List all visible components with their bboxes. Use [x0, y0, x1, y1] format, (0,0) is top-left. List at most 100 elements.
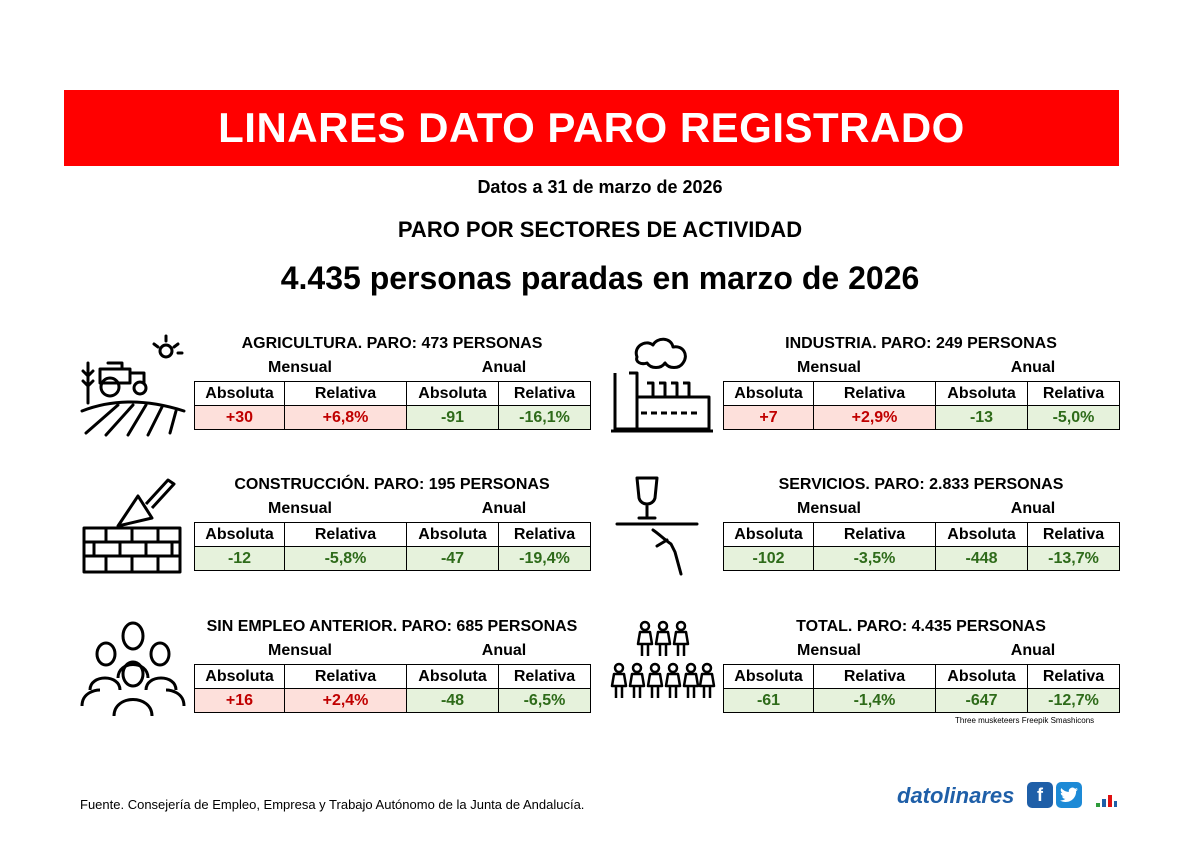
page-title: LINARES DATO PARO REGISTRADO — [218, 104, 965, 151]
mensual-relativa-value: +2,4% — [284, 688, 407, 713]
anual-relativa-value: -16,1% — [498, 405, 591, 430]
header-anual-absoluta: Absoluta — [406, 664, 499, 689]
total-headline: 4.435 personas paradas en marzo de 2026 — [280, 260, 920, 296]
header-mensual-relativa: Relativa — [813, 664, 936, 689]
table-row: +7 +2,9% -13 -5,0% — [723, 405, 1120, 430]
mensual-label: Mensual — [796, 500, 861, 517]
header-anual-relativa: Relativa — [498, 381, 591, 406]
header-mensual-relativa: Relativa — [284, 381, 407, 406]
sector-stats-table: Absoluta Relativa Absoluta Relativa -61 … — [723, 664, 1120, 713]
anual-label: Anual — [1010, 642, 1056, 659]
header-mensual-relativa: Relativa — [813, 381, 936, 406]
header-anual-relativa: Relativa — [1027, 381, 1120, 406]
mensual-absoluta-value: -102 — [723, 546, 814, 571]
people-group-icon — [78, 616, 188, 721]
table-row: +16 +2,4% -48 -6,5% — [194, 688, 591, 713]
waiter-tray-glass-icon — [607, 474, 717, 579]
table-header-row: Absoluta Relativa Absoluta Relativa — [194, 381, 591, 406]
brick-wall-trowel-icon — [78, 474, 188, 579]
mensual-absoluta-value: +7 — [723, 405, 814, 430]
header-anual-relativa: Relativa — [498, 522, 591, 547]
mensual-label: Mensual — [267, 359, 332, 376]
header-anual-relativa: Relativa — [1027, 522, 1120, 547]
anual-relativa-value: -12,7% — [1027, 688, 1120, 713]
facebook-icon[interactable]: f — [1027, 782, 1053, 808]
data-date: Datos a 31 de marzo de 2026 — [477, 177, 723, 197]
header-mensual-relativa: Relativa — [813, 522, 936, 547]
table-row: -12 -5,8% -47 -19,4% — [194, 546, 591, 571]
mensual-absoluta-value: -12 — [194, 546, 285, 571]
sector-stats-table: Absoluta Relativa Absoluta Relativa +16 … — [194, 664, 591, 713]
sector-block-servicios: SERVICIOS. PARO: 2.833 PERSONAS Mensual … — [607, 474, 1167, 576]
table-row: -61 -1,4% -647 -12,7% — [723, 688, 1120, 713]
anual-absoluta-value: -48 — [406, 688, 499, 713]
sector-title: SIN EMPLEO ANTERIOR. PARO: 685 PERSONAS — [206, 618, 578, 635]
section-subtitle: PARO POR SECTORES DE ACTIVIDAD — [397, 217, 803, 242]
sector-stats-table: Absoluta Relativa Absoluta Relativa +7 +… — [723, 381, 1120, 430]
mensual-absoluta-value: +30 — [194, 405, 285, 430]
tractor-field-icon — [78, 333, 188, 438]
header-mensual-absoluta: Absoluta — [194, 522, 285, 547]
brand-logo[interactable]: datolinares — [897, 783, 1015, 808]
header-mensual-absoluta: Absoluta — [194, 381, 285, 406]
header-mensual-relativa: Relativa — [284, 664, 407, 689]
twitter-icon[interactable] — [1056, 782, 1082, 808]
sector-block-agricultura: AGRICULTURA. PARO: 473 PERSONAS Mensual … — [78, 333, 638, 437]
mensual-absoluta-value: -61 — [723, 688, 814, 713]
table-row: +30 +6,8% -91 -16,1% — [194, 405, 591, 430]
table-header-row: Absoluta Relativa Absoluta Relativa — [723, 381, 1120, 406]
anual-label: Anual — [1010, 500, 1056, 517]
sector-title: TOTAL. PARO: 4.435 PERSONAS — [796, 618, 1046, 635]
anual-absoluta-value: -91 — [406, 405, 499, 430]
table-header-row: Absoluta Relativa Absoluta Relativa — [723, 522, 1120, 547]
header-anual-absoluta: Absoluta — [935, 381, 1028, 406]
sector-block-total: TOTAL. PARO: 4.435 PERSONAS Mensual Anua… — [607, 616, 1167, 716]
anual-absoluta-value: -13 — [935, 405, 1028, 430]
sector-stats-table: Absoluta Relativa Absoluta Relativa -12 … — [194, 522, 591, 571]
mensual-label: Mensual — [796, 642, 861, 659]
header-mensual-absoluta: Absoluta — [723, 664, 814, 689]
table-row: -102 -3,5% -448 -13,7% — [723, 546, 1120, 571]
sector-stats-table: Absoluta Relativa Absoluta Relativa +30 … — [194, 381, 591, 430]
anual-absoluta-value: -448 — [935, 546, 1028, 571]
sector-title: SERVICIOS. PARO: 2.833 PERSONAS — [778, 476, 1064, 493]
table-header-row: Absoluta Relativa Absoluta Relativa — [723, 664, 1120, 689]
source-note: Fuente. Consejería de Empleo, Empresa y … — [80, 797, 585, 812]
header-anual-absoluta: Absoluta — [935, 664, 1028, 689]
factory-icon — [607, 333, 717, 438]
mensual-label: Mensual — [267, 500, 332, 517]
anual-relativa-value: -19,4% — [498, 546, 591, 571]
anual-relativa-value: -5,0% — [1027, 405, 1120, 430]
header-anual-relativa: Relativa — [498, 664, 591, 689]
mensual-label: Mensual — [267, 642, 332, 659]
title-banner: LINARES DATO PARO REGISTRADO — [64, 90, 1119, 166]
sector-block-sin-empleo: SIN EMPLEO ANTERIOR. PARO: 685 PERSONAS … — [78, 616, 638, 717]
icon-credit: Three musketeers Freepik Smashicons — [955, 716, 1095, 725]
sector-block-industria: INDUSTRIA. PARO: 249 PERSONAS Mensual An… — [607, 333, 1167, 433]
datolinares-mini-logo — [1096, 795, 1117, 807]
anual-label: Anual — [481, 359, 527, 376]
sector-title: CONSTRUCCIÓN. PARO: 195 PERSONAS — [234, 476, 550, 493]
sector-block-construccion: CONSTRUCCIÓN. PARO: 195 PERSONAS Mensual… — [78, 474, 638, 574]
anual-relativa-value: -13,7% — [1027, 546, 1120, 571]
anual-label: Anual — [481, 500, 527, 517]
mensual-relativa-value: -1,4% — [813, 688, 936, 713]
anual-absoluta-value: -647 — [935, 688, 1028, 713]
sector-title: AGRICULTURA. PARO: 473 PERSONAS — [241, 335, 543, 352]
header-mensual-relativa: Relativa — [284, 522, 407, 547]
header-anual-absoluta: Absoluta — [935, 522, 1028, 547]
header-anual-absoluta: Absoluta — [406, 381, 499, 406]
table-header-row: Absoluta Relativa Absoluta Relativa — [194, 522, 591, 547]
mensual-relativa-value: +2,9% — [813, 405, 936, 430]
mensual-relativa-value: -5,8% — [284, 546, 407, 571]
header-mensual-absoluta: Absoluta — [723, 381, 814, 406]
mensual-relativa-value: -3,5% — [813, 546, 936, 571]
mensual-relativa-value: +6,8% — [284, 405, 407, 430]
sector-title: INDUSTRIA. PARO: 249 PERSONAS — [785, 335, 1057, 352]
anual-label: Anual — [481, 642, 527, 659]
table-header-row: Absoluta Relativa Absoluta Relativa — [194, 664, 591, 689]
anual-absoluta-value: -47 — [406, 546, 499, 571]
crowd-icon — [607, 616, 717, 721]
anual-relativa-value: -6,5% — [498, 688, 591, 713]
anual-label: Anual — [1010, 359, 1056, 376]
